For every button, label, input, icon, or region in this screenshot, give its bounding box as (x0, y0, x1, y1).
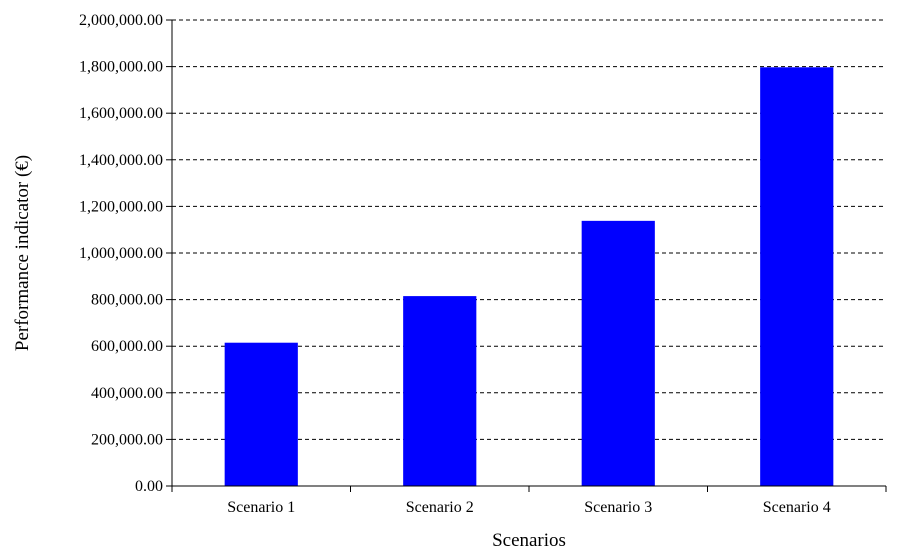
y-tick-label: 2,000,000.00 (79, 12, 163, 29)
x-axis-title: Scenarios (492, 530, 566, 551)
y-tick-label: 800,000.00 (91, 292, 163, 309)
y-tick-label: 1,400,000.00 (79, 152, 163, 169)
x-tick-label: Scenario 4 (763, 499, 831, 516)
y-tick-label: 1,600,000.00 (79, 105, 163, 122)
bar (224, 342, 298, 486)
bar (403, 296, 477, 486)
x-tick-label: Scenario 3 (584, 499, 652, 516)
bar (760, 67, 834, 486)
y-axis-title: Performance indicator (€) (12, 155, 33, 351)
y-tick-label: 1,000,000.00 (79, 245, 163, 262)
x-tick-label: Scenario 1 (227, 499, 295, 516)
y-tick-label: 400,000.00 (91, 385, 163, 402)
y-axis: 0.00 200,000.00 400,000.00 600,000.00 800,00… (79, 12, 173, 495)
y-tick-label: 0.00 (135, 478, 163, 495)
bar (581, 220, 655, 486)
y-tick-label: 600,000.00 (91, 338, 163, 355)
x-tick-label: Scenario 2 (406, 499, 474, 516)
y-tick-label: 200,000.00 (91, 431, 163, 448)
x-axis: Scenario 1 Scenario 2 Scenario 3 Scenario 4 (171, 485, 887, 516)
bars (224, 67, 834, 486)
y-tick-label: 1,800,000.00 (79, 59, 163, 76)
y-tick-label: 1,200,000.00 (79, 198, 163, 215)
